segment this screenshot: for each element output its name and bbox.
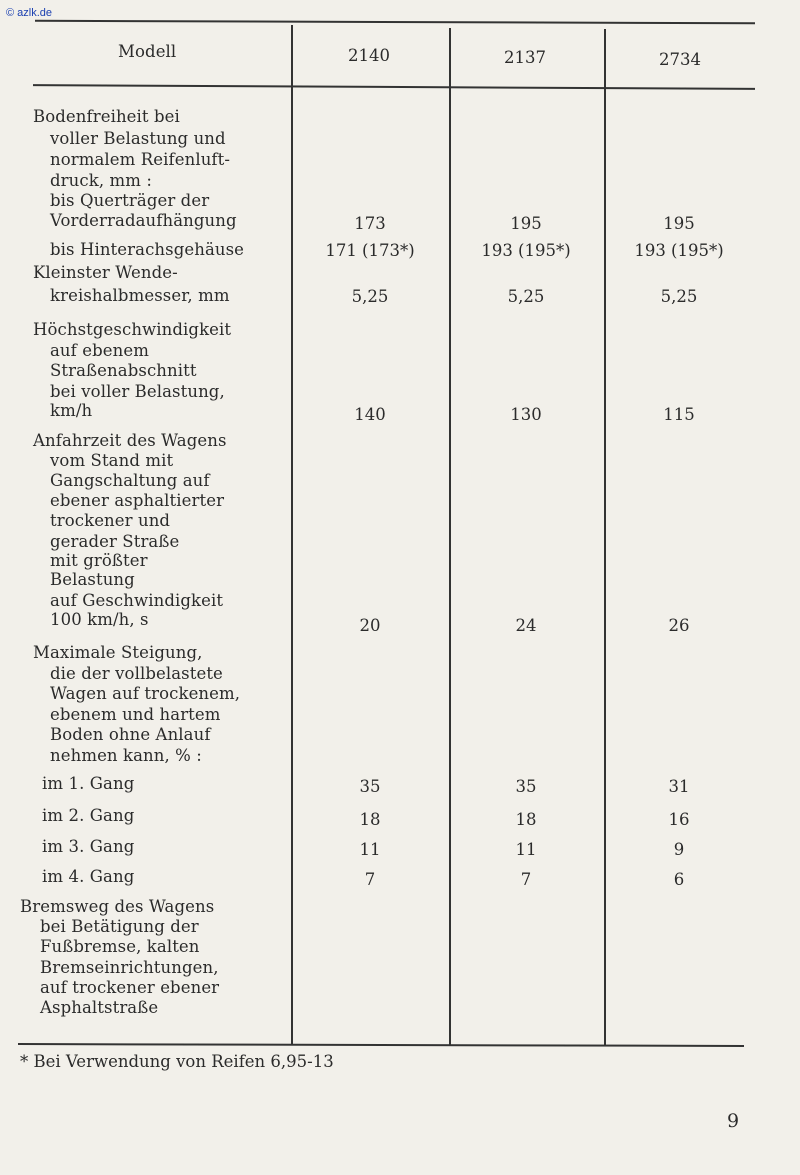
row-label-line: Fußbremse, kalten [40,937,200,956]
row-label-line: normalem Reifenluft- [50,150,231,169]
row-label-line: gerader Straße [50,532,180,551]
row-label-line: Boden ohne Anlauf [50,725,211,744]
row-label-line: Wagen auf trockenem, [50,684,241,703]
row-label-line: Asphaltstraße [40,998,159,1017]
row-label-line: Straßenabschnitt [50,361,197,380]
row-label-line: bei voller Belastung, [50,382,225,401]
cell-value: 115 [663,405,695,424]
cell-value: 26 [668,616,690,635]
cell-value: 18 [359,810,381,829]
header-bottom-rule [32,84,756,90]
column-divider [604,29,606,1045]
cell-value: 11 [515,840,537,859]
row-label-line: Anfahrzeit des Wagens [33,431,227,450]
table-top-rule [34,19,756,25]
cell-value: 35 [359,777,381,796]
cell-value: 6 [673,870,685,889]
row-label-line: ebenem und hartem [50,705,221,724]
row-label-line: druck, mm : [50,171,153,190]
page-number: 9 [727,1110,740,1132]
watermark: © azlk.de [6,7,53,19]
cell-value: 5,25 [351,287,389,306]
cell-value: 7 [364,870,376,889]
row-label-line: auf Geschwindigkeit [50,591,224,610]
row-label-line: voller Belastung und [50,129,226,148]
header-label: Modell [118,42,177,61]
row-label-line: ebener asphaltierter [50,491,225,510]
cell-value: 130 [510,405,542,424]
header-model: 2140 [348,46,390,65]
cell-value: 171 (173*) [325,241,415,260]
row-label-line: Maximale Steigung, [33,643,203,662]
row-label-line: Bodenfreiheit bei [33,107,180,126]
row-label-line: Vorderradaufhängung [50,211,237,230]
row-label-line: Bremsweg des Wagens [20,897,215,916]
row-label-line: Bremseinrichtungen, [40,958,219,977]
header-model: 2137 [504,48,546,67]
cell-value: 7 [520,870,532,889]
row-label-line: Belastung [50,570,135,589]
cell-value: 173 [354,214,386,233]
cell-value: 18 [515,810,537,829]
cell-value: 35 [515,777,537,796]
cell-value: 193 (195*) [634,241,724,260]
cell-value: 24 [515,616,537,635]
row-label-line: bis Querträger der [50,191,210,210]
row-label-line: mit größter [50,551,148,570]
cell-value: 11 [359,840,381,859]
footnote: * Bei Verwendung von Reifen 6,95-13 [20,1052,334,1071]
row-label-line: Gangschaltung auf [50,471,210,490]
cell-value: 5,25 [507,287,545,306]
cell-value: 195 [510,214,542,233]
row-label-line: Kleinster Wende- [33,263,178,282]
cell-value: 31 [668,777,690,796]
row-label-line: km/h [50,401,93,420]
cell-value: 5,25 [660,287,698,306]
row-label-line: im 3. Gang [42,837,135,856]
row-label-line: vom Stand mit [50,451,174,470]
row-label-line: nehmen kann, % : [50,746,202,765]
row-label-line: bei Betätigung der [40,917,199,936]
cell-value: 20 [359,616,381,635]
cell-value: 140 [354,405,386,424]
row-label-line: trockener und [50,511,171,530]
cell-value: 195 [663,214,695,233]
row-label-line: 100 km/h, s [50,610,149,629]
cell-value: 193 (195*) [481,241,571,260]
header-model: 2734 [659,50,701,69]
row-label-line: auf trockener ebener [40,978,220,997]
table-bottom-rule [17,1043,745,1047]
cell-value: 16 [668,810,690,829]
row-label-line: bis Hinterachsgehäuse [50,240,245,259]
row-label-line: im 2. Gang [42,806,135,825]
row-label-line: im 1. Gang [42,774,135,793]
column-divider [291,25,293,1045]
row-label-line: die der vollbelastete [50,664,223,683]
row-label-line: Höchstgeschwindigkeit [33,320,232,339]
row-label-line: im 4. Gang [42,867,135,886]
row-label-line: kreishalbmesser, mm [50,286,230,305]
cell-value: 9 [673,840,685,859]
column-divider [449,28,451,1045]
row-label-line: auf ebenem [50,341,149,360]
